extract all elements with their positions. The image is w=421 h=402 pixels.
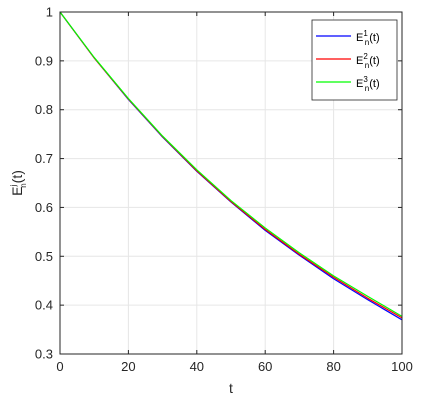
y-tick-label: 0.9 <box>35 53 53 68</box>
y-tick-label: 0.5 <box>35 249 53 264</box>
x-tick-label: 40 <box>190 359 204 374</box>
x-tick-label: 80 <box>326 359 340 374</box>
y-tick-label: 0.4 <box>35 298 53 313</box>
x-tick-label: 0 <box>56 359 63 374</box>
y-axis-label-suffix: (t) <box>9 170 25 183</box>
y-tick-label: 0.8 <box>35 102 53 117</box>
svg-text:Ejn(t): Ejn(t) <box>9 170 28 196</box>
series-line-3 <box>59 11 403 317</box>
y-axis-label: Ejn(t) <box>9 170 28 196</box>
legend-label-2: E2 n(t) <box>356 52 380 70</box>
y-axis-label-sub: n <box>19 183 28 187</box>
tick-labels: 0 20 40 60 80 100 0.3 0.4 0.5 0.6 0.7 0.8 0.9 1 <box>35 5 413 375</box>
series-lines <box>59 11 403 321</box>
legend: E1 n(t) E2 n(t) E3 n(t) <box>311 19 398 101</box>
y-axis-label-sup: j <box>9 185 18 188</box>
y-tick-label: 0.3 <box>35 347 53 362</box>
plot-frame <box>59 11 403 355</box>
x-axis-label: t <box>229 380 233 396</box>
x-tick-label: 100 <box>391 359 413 374</box>
x-tick-label: 20 <box>121 359 135 374</box>
legend-label-1: E1 n(t) <box>356 29 380 47</box>
y-tick-label: 0.7 <box>35 151 53 166</box>
legend-box <box>311 19 398 101</box>
legend-label-3: E3 n(t) <box>356 75 380 93</box>
y-tick-label: 0.6 <box>35 200 53 215</box>
axis-ticks <box>59 11 403 355</box>
y-tick-label: 1 <box>46 5 53 20</box>
x-tick-label: 60 <box>258 359 272 374</box>
y-axis-label-base: E <box>9 187 25 196</box>
